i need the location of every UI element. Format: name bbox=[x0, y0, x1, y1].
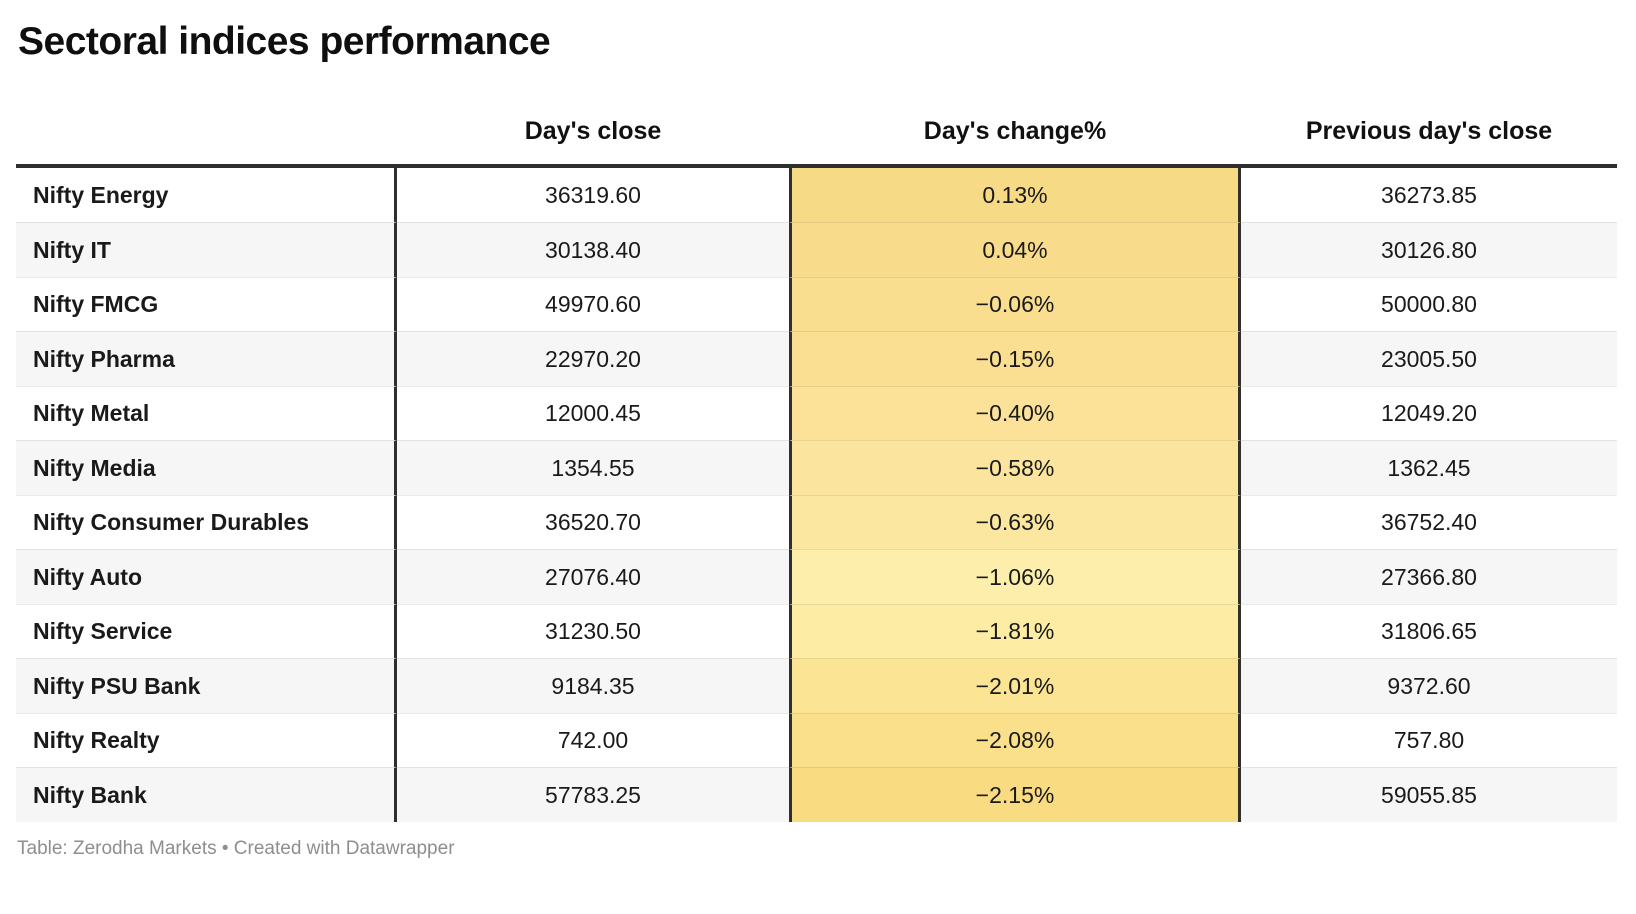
table-row: Nifty Media 1354.55 −0.58% 1362.45 bbox=[16, 440, 1617, 495]
row-label-cell: Nifty Bank bbox=[16, 767, 397, 822]
prev-days-close-cell: 59055.85 bbox=[1241, 767, 1617, 822]
days-change-cell: −2.01% bbox=[789, 658, 1241, 713]
prev-days-close-cell: 1362.45 bbox=[1241, 440, 1617, 495]
table-header-row: Day's close Day's change% Previous day's… bbox=[16, 117, 1617, 168]
table-body: Nifty Energy 36319.60 0.13% 36273.85 Nif… bbox=[16, 167, 1617, 822]
column-header-index-name bbox=[16, 117, 397, 164]
days-close-cell: 27076.40 bbox=[397, 549, 789, 604]
row-label-cell: Nifty Pharma bbox=[16, 331, 397, 386]
days-close-cell: 36319.60 bbox=[545, 181, 641, 208]
prev-days-close-cell: 27366.80 bbox=[1241, 549, 1617, 604]
row-label-cell: Nifty Energy bbox=[16, 167, 397, 223]
row-label-cell: Nifty Consumer Durables bbox=[16, 494, 397, 550]
days-change-cell: −1.81% bbox=[789, 603, 1241, 659]
row-label-cell: Nifty FMCG bbox=[16, 276, 397, 332]
table-row: Nifty Auto 27076.40 −1.06% 27366.80 bbox=[16, 549, 1617, 604]
table-row: Nifty Energy 36319.60 0.13% 36273.85 bbox=[16, 167, 1617, 223]
table-row: Nifty IT 30138.40 0.04% 30126.80 bbox=[16, 222, 1617, 277]
prev-days-close-cell: 30126.80 bbox=[1241, 222, 1617, 277]
days-change-cell: −1.06% bbox=[789, 549, 1241, 604]
days-change-cell: −2.08% bbox=[789, 712, 1241, 768]
days-close-cell: 49970.60 bbox=[397, 276, 789, 332]
days-close-cell: 31230.50 bbox=[397, 603, 789, 659]
table-row: Nifty Metal 12000.45 −0.40% 12049.20 bbox=[16, 385, 1617, 441]
days-change-cell: 0.13% bbox=[789, 167, 1241, 223]
column-header-previous-days-close: Previous day's close bbox=[1305, 116, 1553, 145]
row-label-cell: Nifty IT bbox=[16, 222, 397, 277]
row-label-cell: Nifty Media bbox=[16, 440, 397, 495]
prev-days-close-cell: 12049.20 bbox=[1241, 385, 1617, 441]
table-row: Nifty Service 31230.50 −1.81% 31806.65 bbox=[16, 603, 1617, 659]
days-close-cell: 12000.45 bbox=[397, 385, 789, 441]
table-row: Nifty PSU Bank 9184.35 −2.01% 9372.60 bbox=[16, 658, 1617, 713]
page-title: Sectoral indices performance bbox=[18, 20, 551, 63]
days-close-cell: 57783.25 bbox=[397, 767, 789, 822]
row-label-cell: Nifty PSU Bank bbox=[16, 658, 397, 713]
prev-days-close-cell: 36273.85 bbox=[1381, 181, 1477, 208]
days-close-cell: 1354.55 bbox=[397, 440, 789, 495]
days-change-cell: −0.40% bbox=[789, 385, 1241, 441]
prev-days-close-cell: 31806.65 bbox=[1241, 603, 1617, 659]
days-change-cell: −0.58% bbox=[789, 440, 1241, 495]
days-change-cell: 0.04% bbox=[789, 222, 1241, 277]
table-row: Nifty Realty 742.00 −2.08% 757.80 bbox=[16, 712, 1617, 768]
column-header-days-close: Day's close bbox=[524, 116, 662, 145]
sectoral-indices-table: Day's close Day's change% Previous day's… bbox=[16, 117, 1617, 822]
row-label-cell: Nifty Auto bbox=[16, 549, 397, 604]
row-label-cell: Nifty Service bbox=[16, 603, 397, 659]
prev-days-close-cell: 23005.50 bbox=[1241, 331, 1617, 386]
days-close-cell: 9184.35 bbox=[397, 658, 789, 713]
prev-days-close-cell: 757.80 bbox=[1241, 712, 1617, 768]
days-close-cell: 22970.20 bbox=[397, 331, 789, 386]
table-row: Nifty FMCG 49970.60 −0.06% 50000.80 bbox=[16, 276, 1617, 332]
table-credit: Table: Zerodha Markets • Created with Da… bbox=[17, 837, 455, 859]
days-change-cell: −2.15% bbox=[789, 767, 1241, 822]
days-change-cell: −0.63% bbox=[789, 494, 1241, 550]
table-row: Nifty Bank 57783.25 −2.15% 59055.85 bbox=[16, 767, 1617, 822]
prev-days-close-cell: 50000.80 bbox=[1241, 276, 1617, 332]
prev-days-close-cell: 9372.60 bbox=[1241, 658, 1617, 713]
table-row: Nifty Pharma 22970.20 −0.15% 23005.50 bbox=[16, 331, 1617, 386]
page: Sectoral indices performance Day's close… bbox=[16, 20, 1617, 859]
days-close-cell: 742.00 bbox=[397, 712, 789, 768]
row-label-cell: Nifty Realty bbox=[16, 712, 397, 768]
column-header-days-change: Day's change% bbox=[923, 116, 1107, 145]
days-change-cell: −0.06% bbox=[789, 276, 1241, 332]
prev-days-close-cell: 36752.40 bbox=[1241, 494, 1617, 550]
row-label-cell: Nifty Metal bbox=[16, 385, 397, 441]
days-change-cell: −0.15% bbox=[789, 331, 1241, 386]
days-close-cell: 36520.70 bbox=[397, 494, 789, 550]
table-row: Nifty Consumer Durables 36520.70 −0.63% … bbox=[16, 494, 1617, 550]
days-close-cell: 30138.40 bbox=[397, 222, 789, 277]
